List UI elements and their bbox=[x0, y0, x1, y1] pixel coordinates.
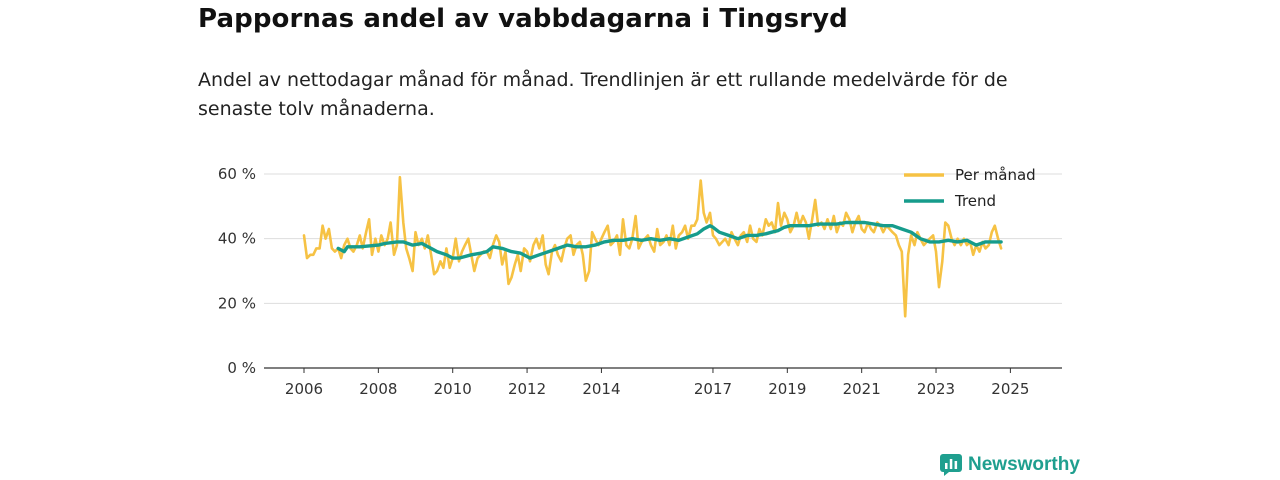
series-layer bbox=[302, 175, 1003, 318]
legend-item-trend-label: Trend bbox=[954, 192, 996, 210]
x-tick-label: 2025 bbox=[991, 380, 1029, 398]
x-axis: 2006 2008 2010 2012 2014 2017 2019 2021 2023 2025 bbox=[264, 367, 1062, 398]
x-tick-label: 2006 bbox=[285, 380, 323, 398]
brand-name: Newsworthy bbox=[968, 454, 1080, 475]
x-tick-label: 2010 bbox=[434, 380, 472, 398]
series-line-per-manad bbox=[302, 175, 1003, 318]
x-tick-label: 2021 bbox=[843, 380, 881, 398]
x-tick-label: 2014 bbox=[582, 380, 620, 398]
x-tick-label: 2008 bbox=[359, 380, 397, 398]
y-tick-label: 0 % bbox=[227, 359, 256, 377]
y-tick-label: 40 % bbox=[218, 230, 256, 248]
newsworthy-logo-icon bbox=[940, 454, 962, 476]
y-tick-label: 20 % bbox=[218, 294, 256, 312]
x-tick-label: 2012 bbox=[508, 380, 546, 398]
legend-item-per-manad-label: Per månad bbox=[955, 166, 1036, 184]
x-tick-label: 2023 bbox=[917, 380, 955, 398]
legend: Per månad Trend bbox=[904, 166, 1036, 210]
x-tick-label: 2019 bbox=[768, 380, 806, 398]
brand-logo: Newsworthy bbox=[940, 452, 1080, 478]
chart-subtitle: Andel av nettodagar månad för månad. Tre… bbox=[198, 69, 1008, 120]
chart-title: Pappornas andel av vabbdagarna i Tingsry… bbox=[198, 4, 848, 34]
x-tick-label: 2017 bbox=[694, 380, 732, 398]
y-tick-label: 60 % bbox=[218, 165, 256, 183]
series-line-trend bbox=[336, 220, 1003, 260]
y-axis: 0 % 20 % 40 % 60 % bbox=[218, 165, 256, 377]
